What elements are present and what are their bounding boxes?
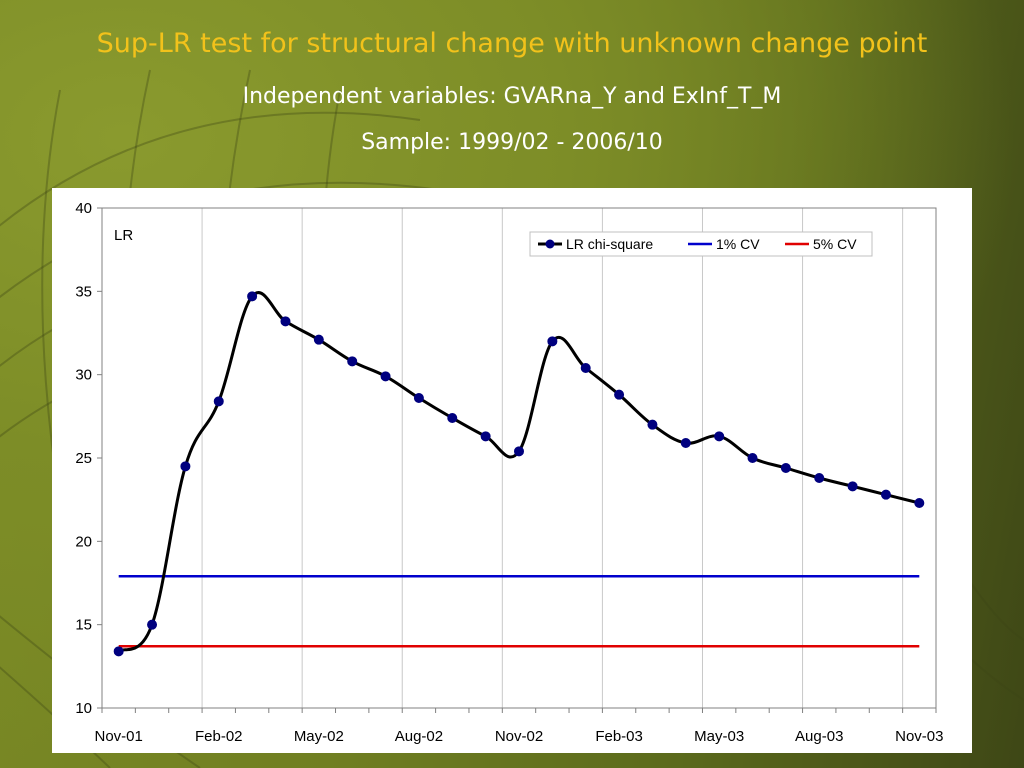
data-point-lr xyxy=(614,389,625,400)
y-tick-label: 35 xyxy=(75,283,92,300)
plot-area-frame xyxy=(101,207,937,709)
legend-label: LR chi-square xyxy=(566,236,653,252)
legend-label: 1% CV xyxy=(716,236,760,252)
x-tick-label: Nov-02 xyxy=(495,728,543,745)
data-point-lr xyxy=(180,461,191,472)
y-tick-label: 15 xyxy=(75,617,92,634)
data-point-lr xyxy=(514,446,524,457)
data-point-lr xyxy=(680,438,691,448)
y-tick-label: 40 xyxy=(75,200,92,217)
x-tick-label: Feb-03 xyxy=(595,728,643,745)
data-point-lr xyxy=(347,356,358,367)
data-point-lr xyxy=(447,413,458,423)
grid-layer xyxy=(201,208,904,708)
x-tick-label: Nov-01 xyxy=(95,728,143,745)
data-point-lr xyxy=(480,431,491,442)
data-point-lr xyxy=(247,291,258,302)
data-point-lr xyxy=(313,334,324,345)
x-tick-label: May-02 xyxy=(294,728,344,745)
data-point-lr xyxy=(213,396,224,407)
axis-layer: 10 15 20 25 30 35 40 Nov-01 Feb-02 May-02 Aug-02 No… xyxy=(75,200,943,745)
y-tick-label: 20 xyxy=(75,533,92,550)
slide-subtitle-variables: Independent variables: GVARna_Y and ExIn… xyxy=(242,84,782,109)
y-tick-label: 30 xyxy=(75,367,92,384)
data-point-lr xyxy=(647,419,658,430)
data-point-lr xyxy=(147,619,158,630)
data-point-lr xyxy=(547,336,558,347)
data-point-lr xyxy=(814,473,825,483)
legend-marker xyxy=(545,239,555,249)
data-point-lr xyxy=(780,463,791,473)
series-layer xyxy=(113,291,925,657)
chart-panel: 10 15 20 25 30 35 40 Nov-01 Feb-02 May-02 Aug-02 No… xyxy=(52,188,972,753)
data-point-lr xyxy=(747,453,758,463)
data-point-lr xyxy=(914,498,925,508)
slide-subtitle-sample: Sample: 1999/02 - 2006/10 xyxy=(361,130,663,155)
x-tick-label: Aug-03 xyxy=(795,728,843,745)
data-point-lr xyxy=(280,316,291,327)
slide-title: Sup-LR test for structural change with u… xyxy=(96,28,928,59)
x-tick-label: May-03 xyxy=(694,728,744,745)
series-line-lr-chi-square xyxy=(117,291,920,653)
data-point-lr xyxy=(413,393,424,403)
y-tick-label: 25 xyxy=(75,450,92,467)
x-tick-label: Feb-02 xyxy=(195,728,243,745)
data-point-lr xyxy=(880,489,891,500)
x-tick-label: Nov-03 xyxy=(895,728,943,745)
y-axis-label: LR xyxy=(114,227,133,244)
data-point-lr xyxy=(113,646,124,657)
legend: LR chi-square 1% CV 5% CV xyxy=(529,231,873,257)
data-point-lr xyxy=(714,431,725,442)
data-point-lr xyxy=(380,371,391,382)
lr-chart: 10 15 20 25 30 35 40 Nov-01 Feb-02 May-02 Aug-02 No… xyxy=(75,200,943,745)
data-point-lr xyxy=(847,481,858,492)
data-point-lr xyxy=(580,363,591,373)
x-tick-label: Aug-02 xyxy=(395,728,443,745)
legend-items: LR chi-square 1% CV 5% CV xyxy=(538,236,857,252)
legend-label: 5% CV xyxy=(813,236,857,252)
y-tick-label: 10 xyxy=(75,700,92,717)
